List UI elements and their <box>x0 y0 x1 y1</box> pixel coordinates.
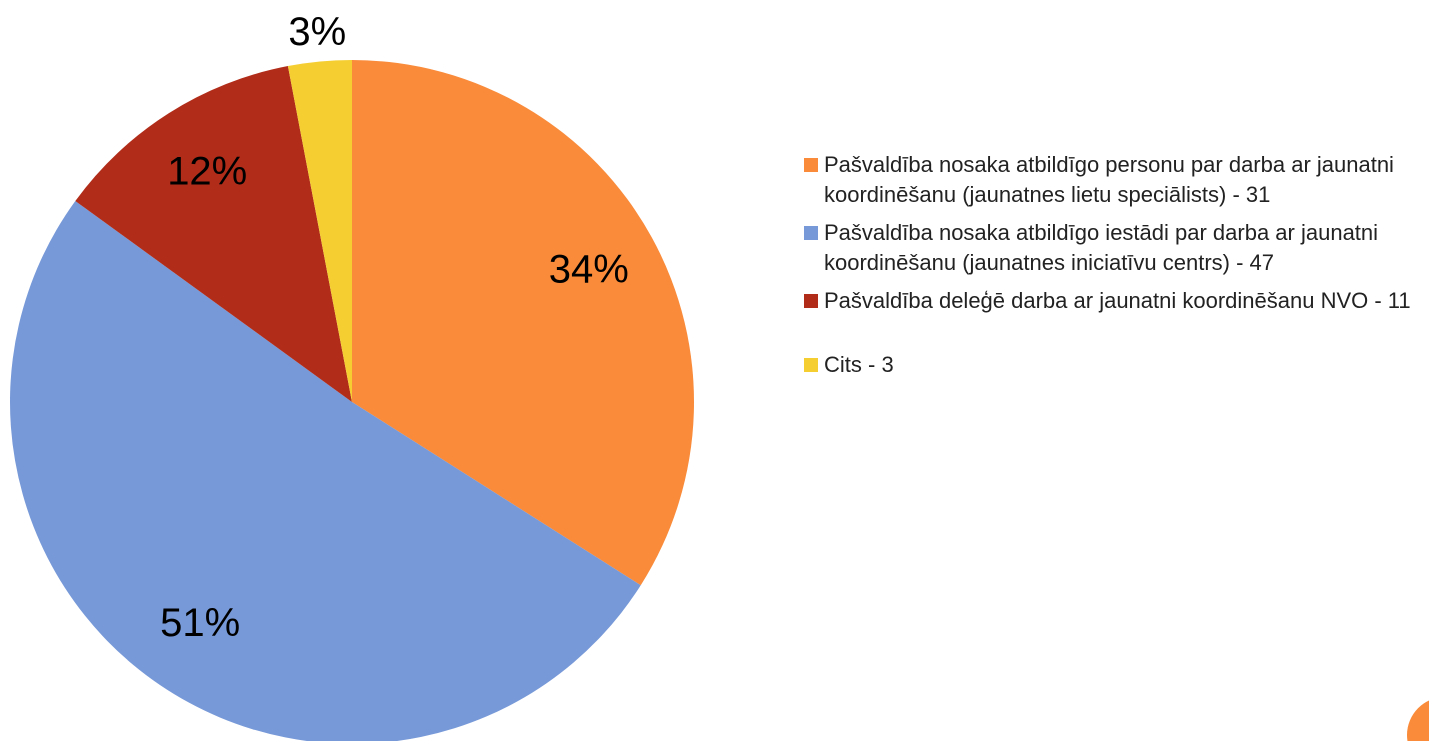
pie-slice <box>10 200 641 741</box>
legend-swatch <box>804 226 818 240</box>
legend-label: Cits - 3 <box>824 352 894 377</box>
data-label: 3% <box>288 10 346 54</box>
legend-swatch <box>804 294 818 308</box>
legend-label: Pašvaldība deleģē darba ar jaunatni koor… <box>824 288 1411 313</box>
legend-label: Pašvaldība nosaka atbildīgo iestādi par … <box>824 220 1379 275</box>
pie-slice <box>352 60 694 586</box>
legend-item: Cits - 3 <box>804 350 1424 380</box>
decoration <box>1407 700 1429 741</box>
legend-item: Pašvaldība nosaka atbildīgo personu par … <box>804 150 1424 210</box>
legend: Pašvaldība nosaka atbildīgo personu par … <box>804 150 1424 388</box>
legend-item: Pašvaldība deleģē darba ar jaunatni koor… <box>804 286 1424 316</box>
legend-swatch <box>804 358 818 372</box>
data-label: 51% <box>160 601 240 645</box>
pie-slice <box>287 60 352 402</box>
legend-item: Pašvaldība nosaka atbildīgo iestādi par … <box>804 218 1424 278</box>
data-label: 12% <box>167 149 247 193</box>
data-label: 34% <box>549 247 629 291</box>
legend-label: Pašvaldība nosaka atbildīgo personu par … <box>824 152 1394 207</box>
legend-swatch <box>804 158 818 172</box>
pie-slice <box>75 66 352 402</box>
